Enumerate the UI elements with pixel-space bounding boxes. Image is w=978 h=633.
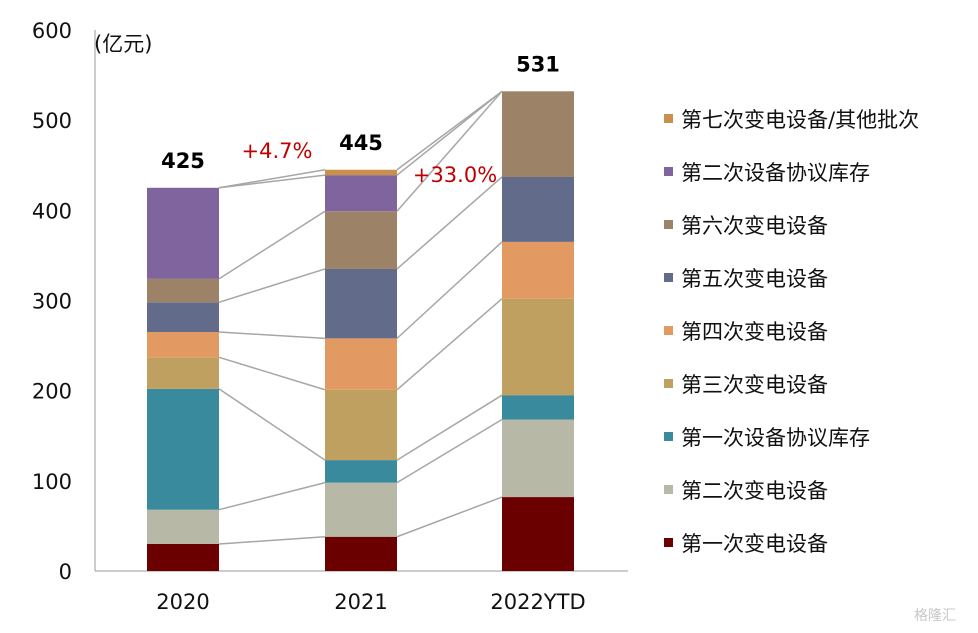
connector-line (396, 241, 503, 339)
bar-segment (147, 357, 219, 389)
x-category-label: 2021 (334, 590, 387, 614)
bar-segment (325, 389, 397, 461)
watermark: 格隆汇 (914, 608, 956, 624)
legend-item: 第三次变电设备 (664, 357, 964, 410)
bar-segment (502, 241, 574, 299)
connector-line (396, 176, 503, 270)
bar-segment (325, 536, 397, 571)
x-category-label: 2022YTD (490, 590, 585, 614)
bar-segment (325, 460, 397, 483)
legend-label: 第二次设备协议库存 (681, 160, 870, 185)
bar-segment (502, 419, 574, 498)
connector-line (218, 388, 326, 461)
x-category-label: 2020 (156, 590, 209, 614)
legend-label: 第七次变电设备/其他批次 (681, 107, 920, 132)
connector-line (218, 356, 326, 391)
connector-line (218, 169, 326, 189)
bars (147, 91, 574, 571)
axes: 0 100 200 300 400 500 600 (亿元) 2020 2021 2022YTD (32, 19, 628, 614)
bar-segment (147, 332, 219, 358)
connector-line (396, 496, 503, 538)
bar-segment (502, 298, 574, 396)
bar-segment (147, 509, 219, 544)
legend-item: 第四次变电设备 (664, 304, 964, 357)
y-tick-label: 500 (32, 109, 72, 133)
legend-item: 第一次变电设备 (664, 516, 964, 569)
total-label: 445 (339, 131, 383, 155)
connector-line (396, 394, 503, 461)
connector-line (218, 481, 326, 511)
bar-segment (502, 176, 574, 242)
connector-line (218, 535, 326, 545)
connector-line (218, 174, 326, 189)
connector-line (396, 90, 503, 212)
bar-segment (147, 543, 219, 571)
legend-item: 第一次设备协议库存 (664, 410, 964, 463)
y-tick-label: 300 (32, 290, 72, 314)
total-label: 425 (161, 149, 205, 173)
legend-swatch (664, 220, 673, 229)
legend-swatch (664, 538, 673, 547)
bar-segment (502, 91, 574, 177)
bar-segment (147, 187, 219, 279)
bar-segment (325, 268, 397, 339)
y-tick-label: 400 (32, 199, 72, 223)
legend-label: 第二次变电设备 (681, 478, 828, 503)
legend: 第七次变电设备/其他批次 第二次设备协议库存 第六次变电设备 第五次变电设备 第四次变电… (664, 92, 964, 569)
legend-swatch (664, 167, 673, 176)
bar-segment (147, 388, 219, 510)
legend-swatch (664, 485, 673, 494)
bar-segment (325, 338, 397, 390)
legend-label: 第三次变电设备 (681, 372, 828, 397)
bar-segment (147, 302, 219, 333)
connector-line (218, 210, 326, 280)
legend-label: 第一次设备协议库存 (681, 425, 870, 450)
legend-label: 第五次变电设备 (681, 266, 828, 291)
connector-lines (218, 90, 503, 545)
legend-item: 第六次变电设备 (664, 198, 964, 251)
legend-label: 第一次变电设备 (681, 531, 828, 556)
legend-swatch (664, 114, 673, 123)
y-tick-label: 100 (32, 470, 72, 494)
bar-segment (325, 169, 397, 176)
bar-segment (147, 278, 219, 303)
bar-segment (325, 482, 397, 537)
bar-segment (502, 497, 574, 571)
legend-item: 第二次变电设备 (664, 463, 964, 516)
y-unit-label: (亿元) (94, 32, 152, 56)
legend-item: 第七次变电设备/其他批次 (664, 92, 964, 145)
y-tick-label: 0 (59, 560, 72, 584)
y-tick-label: 200 (32, 380, 72, 404)
labels: 425 445 531 +4.7% +33.0% (161, 52, 560, 187)
bar-segment (325, 175, 397, 212)
bar-segment (325, 211, 397, 269)
legend-swatch (664, 379, 673, 388)
legend-label: 第四次变电设备 (681, 319, 828, 344)
connector-line (396, 418, 503, 484)
legend-label: 第六次变电设备 (681, 213, 828, 238)
legend-item: 第五次变电设备 (664, 251, 964, 304)
growth-label: +4.7% (242, 139, 313, 163)
connector-line (396, 298, 503, 391)
legend-item: 第二次设备协议库存 (664, 145, 964, 198)
y-tick-label: 600 (32, 19, 72, 43)
connector-line (218, 331, 326, 340)
growth-label: +33.0% (413, 163, 497, 187)
bar-segment (502, 395, 574, 420)
total-label: 531 (516, 52, 560, 76)
connector-line (218, 268, 326, 304)
legend-swatch (664, 326, 673, 335)
connector-line (396, 90, 503, 171)
legend-swatch (664, 432, 673, 441)
legend-swatch (664, 273, 673, 282)
